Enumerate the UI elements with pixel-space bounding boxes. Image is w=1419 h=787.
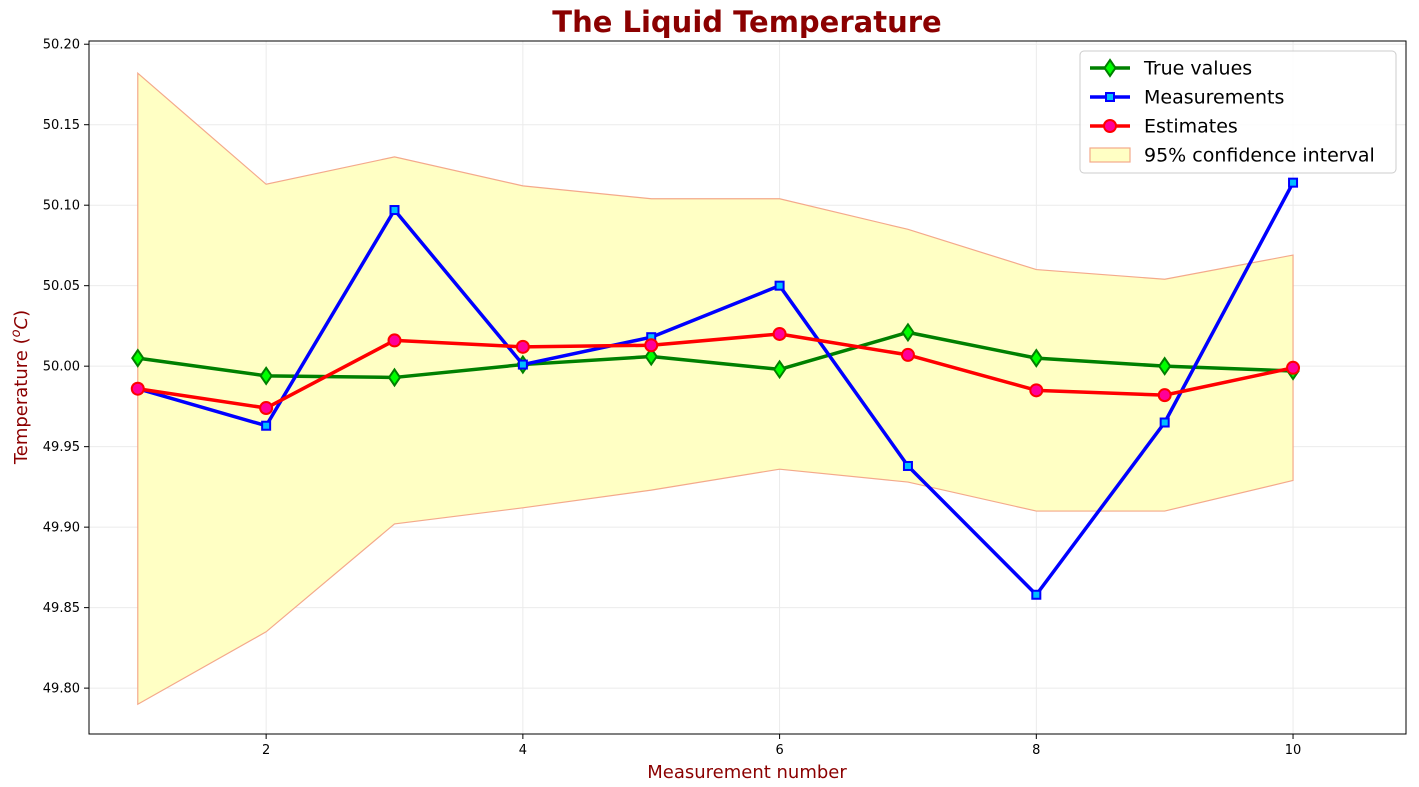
y-axis-label: Temperature (oC): [9, 310, 33, 465]
y-axis-label-superscript: o: [9, 329, 24, 337]
point-measurements-9: [1159, 417, 1170, 428]
point-true-values-6: [772, 359, 787, 380]
x-axis-label: Measurement number: [647, 762, 847, 783]
legend-item-true-values: True values: [1090, 58, 1252, 80]
x-tick-label-8: 8: [1032, 743, 1040, 758]
point-true-values-3: [387, 367, 402, 388]
x-tick-label-2: 2: [262, 743, 270, 758]
plot-frame: [88, 40, 1407, 735]
confidence-band-layer: [137, 71, 1294, 706]
point-measurements-4: [517, 359, 528, 370]
legend-box: [1079, 50, 1397, 174]
point-estimates-7: [900, 347, 915, 362]
point-estimates-5: [644, 338, 659, 353]
legend-marker-estimates: [1103, 119, 1117, 133]
legend-label-confidence-interval: 95% confidence interval: [1144, 145, 1375, 167]
legend-label-true-values: True values: [1143, 58, 1252, 80]
point-measurements-8: [1031, 589, 1042, 600]
point-true-values-7: [901, 322, 915, 343]
y-tick-label-50.00: 50.00: [43, 360, 80, 375]
y-tick-label-50.20: 50.20: [43, 38, 80, 53]
y-axis-label-unit: C: [11, 316, 32, 329]
point-estimates-10: [1286, 360, 1301, 375]
y-tick-label-49.85: 49.85: [43, 601, 80, 616]
series-line-estimates: [136, 332, 1295, 410]
legend: True values Measurements Estimates 95% conf…: [1079, 50, 1397, 174]
point-measurements-3: [389, 205, 400, 216]
y-tick-label-49.80: 49.80: [43, 682, 80, 697]
point-true-values-9: [1157, 356, 1172, 376]
point-measurements-7: [902, 460, 913, 471]
series-line-true-values: [136, 330, 1295, 380]
point-estimates-4: [515, 339, 530, 354]
x-tick-label-10: 10: [1285, 743, 1302, 758]
legend-items: True values Measurements Estimates 95% conf…: [1089, 58, 1375, 167]
point-true-values-2: [259, 366, 273, 386]
point-measurements-10: [1288, 177, 1299, 188]
legend-marker-true-values: [1103, 58, 1117, 78]
legend-label-estimates: Estimates: [1144, 116, 1238, 138]
chart-title: The Liquid Temperature: [552, 5, 941, 39]
point-estimates-3: [387, 333, 402, 348]
y-tick-label-49.95: 49.95: [43, 440, 80, 455]
point-true-values-1: [131, 348, 145, 368]
y-axis-label-main: Temperature (: [11, 337, 32, 465]
point-estimates-2: [259, 401, 274, 416]
x-tick-label-6: 6: [775, 743, 783, 758]
axes: 2 4 6 8 10 49.80 49.85 49.90 49.95 50.00 50.05 50.1…: [43, 38, 1302, 758]
series-layer: [130, 177, 1301, 600]
series-line-measurements: [136, 180, 1295, 597]
legend-item-measurements: Measurements: [1090, 87, 1284, 109]
point-estimates-1: [130, 381, 145, 396]
legend-swatch-confidence-interval: [1089, 147, 1131, 163]
point-estimates-6: [772, 326, 787, 341]
confidence-band: [137, 71, 1294, 706]
point-measurements-2: [261, 420, 272, 431]
legend-marker-measurements: [1105, 92, 1115, 102]
legend-label-measurements: Measurements: [1144, 87, 1284, 109]
y-tick-label-50.05: 50.05: [43, 279, 80, 294]
y-tick-label-50.15: 50.15: [43, 118, 80, 133]
legend-item-confidence-interval: 95% confidence interval: [1089, 145, 1375, 167]
y-tick-label-50.10: 50.10: [43, 199, 80, 214]
point-true-values-5: [644, 346, 658, 367]
point-estimates-8: [1029, 383, 1044, 398]
point-true-values-8: [1029, 348, 1044, 368]
point-estimates-9: [1157, 388, 1172, 403]
legend-item-estimates: Estimates: [1090, 116, 1238, 138]
y-axis-label-close: ): [11, 310, 32, 317]
y-tick-label-49.90: 49.90: [43, 521, 80, 536]
series-estimates: [130, 326, 1301, 416]
x-tick-label-4: 4: [519, 743, 527, 758]
point-measurements-6: [774, 280, 785, 291]
